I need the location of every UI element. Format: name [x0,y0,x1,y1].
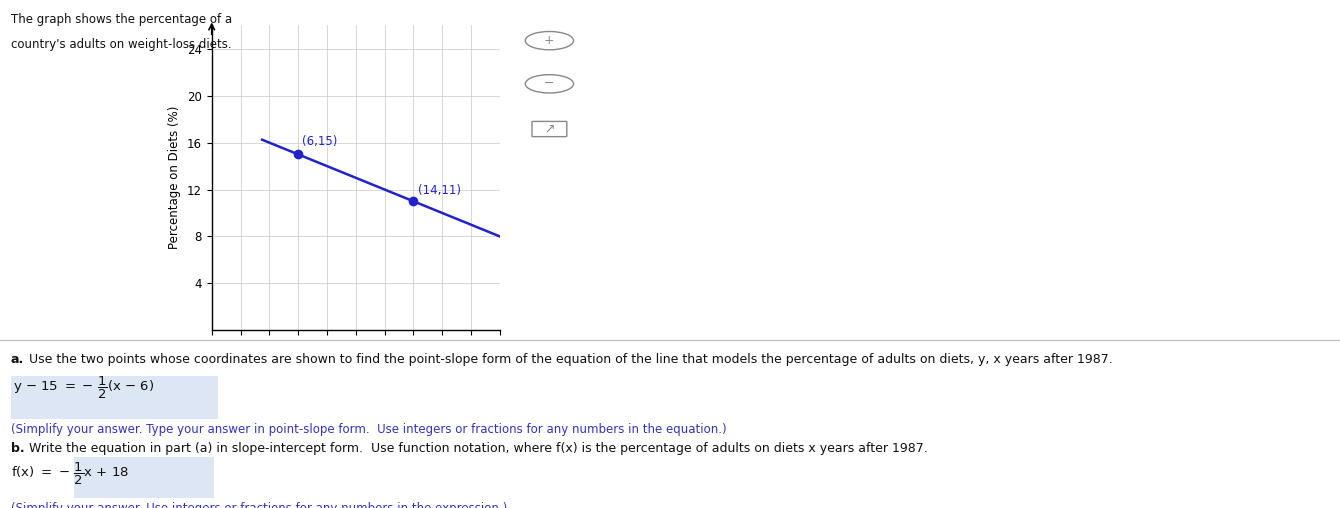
Text: The graph shows the percentage of a: The graph shows the percentage of a [11,13,232,26]
Text: y $-$ 15 $=$ $-$ $\dfrac{1}{2}$(x $-$ 6): y $-$ 15 $=$ $-$ $\dfrac{1}{2}$(x $-$ 6) [13,375,154,401]
Text: (14,11): (14,11) [418,184,461,197]
Text: Use the two points whose coordinates are shown to find the point-slope form of t: Use the two points whose coordinates are… [29,353,1114,366]
Text: a.: a. [11,353,24,366]
Text: Write the equation in part (a) in slope-intercept form.  Use function notation, : Write the equation in part (a) in slope-… [29,442,929,455]
Y-axis label: Percentage on Diets (%): Percentage on Diets (%) [169,106,181,249]
Text: f(x) $=$ $-$ $\dfrac{1}{2}$x $+$ 18: f(x) $=$ $-$ $\dfrac{1}{2}$x $+$ 18 [11,461,129,487]
Text: (6,15): (6,15) [303,135,338,148]
Text: (Simplify your answer. Type your answer in point-slope form.  Use integers or fr: (Simplify your answer. Type your answer … [11,423,726,436]
Text: (Simplify your answer. Use integers or fractions for any numbers in the expressi: (Simplify your answer. Use integers or f… [11,502,507,508]
Text: +: + [544,34,555,47]
Text: ↗: ↗ [544,122,555,136]
Text: country's adults on weight-loss diets.: country's adults on weight-loss diets. [11,38,232,51]
Text: −: − [544,77,555,90]
Text: b.: b. [11,442,24,455]
